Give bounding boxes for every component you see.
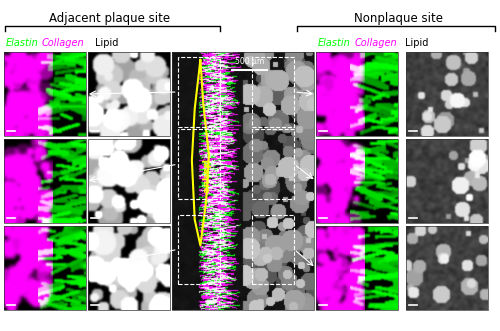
Text: plaque: plaque [200,159,209,193]
Bar [4,139,86,223]
Text: Nonplaque site: Nonplaque site [354,12,442,25]
Text: Elastin: Elastin [6,38,39,48]
Text: Collagen: Collagen [42,38,84,48]
Bar [88,139,170,223]
Text: 500 μm: 500 μm [234,57,264,66]
Bar [252,129,294,199]
Bar [406,226,488,310]
Bar [4,52,86,136]
Bar [406,139,488,223]
Bar [316,226,398,310]
Bar [88,226,170,310]
Bar [252,57,294,127]
Bar [316,52,398,136]
Text: Adjacent plaque site: Adjacent plaque site [50,12,170,25]
Bar [316,139,398,223]
Text: Lipid: Lipid [405,38,428,48]
Text: Collagen: Collagen [355,38,398,48]
Bar [252,214,294,284]
Bar [4,226,86,310]
Bar [178,129,220,199]
Bar [88,52,170,136]
Bar [178,214,220,284]
Bar [178,57,220,127]
Bar [406,52,488,136]
Text: Lipid: Lipid [95,38,118,48]
Text: Elastin: Elastin [318,38,351,48]
Bar [172,52,314,310]
